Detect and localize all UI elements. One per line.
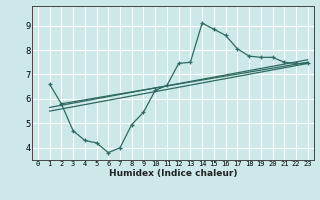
X-axis label: Humidex (Indice chaleur): Humidex (Indice chaleur): [108, 169, 237, 178]
